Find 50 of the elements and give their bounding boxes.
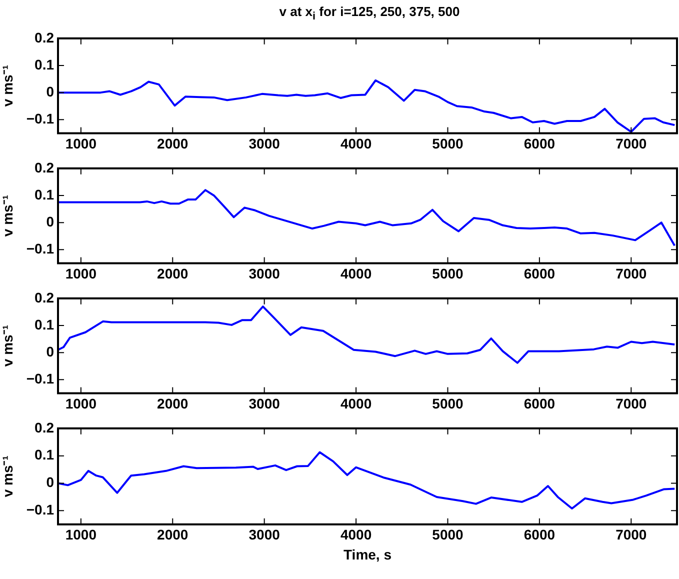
x-tick-label: 6000 [524, 265, 556, 282]
y-tick-label: 0.1 [34, 56, 54, 72]
y-tick-label: 0.2 [34, 159, 54, 176]
y-axis-title: v ms⁻¹ [0, 64, 16, 107]
x-tick-label: 3000 [248, 135, 280, 152]
x-tick-label: 1000 [65, 395, 97, 412]
x-tick-label: 2000 [157, 265, 188, 282]
x-tick-label: 6000 [524, 526, 556, 543]
x-tick-label: 6000 [524, 135, 556, 152]
x-tick-label: 4000 [340, 265, 372, 282]
x-tick-label: 6000 [524, 395, 556, 412]
y-tick-label: 0.1 [34, 446, 54, 463]
y-axis-title: v ms⁻¹ [0, 324, 16, 367]
y-tick-label: 0.2 [34, 289, 54, 306]
x-tick-label: 7000 [616, 135, 647, 152]
x-tick-label: 2000 [157, 135, 188, 152]
x-tick-label: 3000 [248, 526, 280, 543]
x-tick-label: 7000 [616, 526, 647, 543]
y-axis-title: v ms⁻¹ [0, 194, 16, 237]
y-tick-label: 0.1 [34, 186, 54, 202]
x-tick-label: 1000 [65, 265, 97, 282]
y-tick-label: 0.1 [34, 316, 54, 332]
x-tick-label: 7000 [616, 395, 647, 412]
y-tick-label: 0 [46, 83, 54, 100]
y-axis-title: v ms⁻¹ [0, 455, 16, 498]
chart-title: v at x$_{i}$ for i=125, 250, 375, 500 [278, 3, 461, 25]
x-tick-label: 4000 [340, 395, 372, 412]
y-tick-label: 0 [46, 343, 54, 360]
x-tick-label: 4000 [340, 526, 372, 543]
x-tick-label: 2000 [157, 526, 188, 543]
x-tick-label: 5000 [432, 265, 464, 282]
y-tick-label: 0 [46, 213, 54, 230]
x-tick-label: 4000 [340, 135, 372, 152]
y-tick-label: −0.1 [26, 110, 54, 127]
y-tick-label: −0.1 [26, 370, 54, 387]
x-tick-label: 5000 [432, 395, 464, 412]
y-tick-label: 0.2 [34, 419, 54, 436]
x-tick-label: 1000 [65, 135, 97, 152]
y-tick-label: −0.1 [26, 240, 54, 257]
x-axis-title: Time, s [344, 546, 392, 562]
x-tick-label: 5000 [432, 135, 464, 152]
x-tick-label: 5000 [432, 526, 464, 543]
y-tick-label: 0.2 [34, 29, 54, 46]
y-tick-label: −0.1 [26, 502, 54, 518]
y-tick-label: 0 [46, 474, 54, 490]
x-tick-label: 7000 [616, 265, 647, 282]
x-tick-label: 3000 [248, 265, 280, 282]
x-tick-label: 1000 [65, 526, 97, 543]
x-tick-label: 2000 [157, 395, 188, 412]
x-tick-label: 3000 [248, 395, 280, 412]
